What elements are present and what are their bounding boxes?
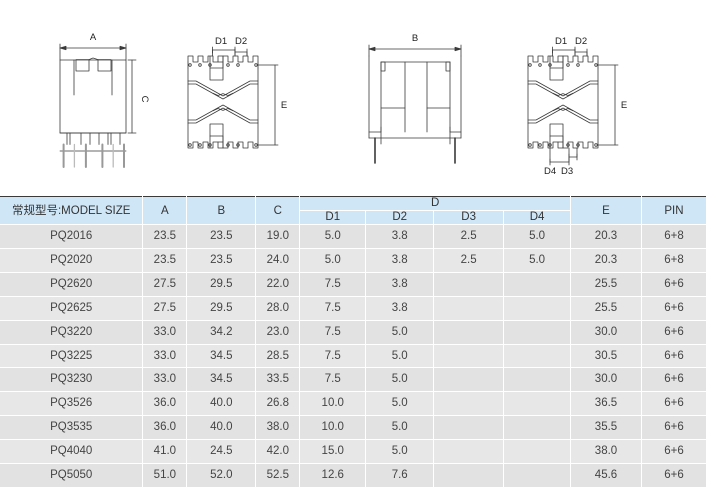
svg-text:B: B bbox=[412, 33, 418, 44]
svg-text:D1: D1 bbox=[555, 36, 567, 47]
svg-text:D2: D2 bbox=[235, 36, 247, 47]
svg-text:D2: D2 bbox=[575, 36, 587, 47]
svg-text:D3: D3 bbox=[561, 166, 573, 177]
svg-text:A: A bbox=[90, 32, 97, 43]
svg-text:E: E bbox=[281, 100, 287, 111]
svg-text:D1: D1 bbox=[215, 36, 227, 47]
svg-text:E: E bbox=[621, 100, 627, 111]
svg-text:D4: D4 bbox=[544, 166, 556, 177]
svg-text:C: C bbox=[139, 96, 150, 103]
